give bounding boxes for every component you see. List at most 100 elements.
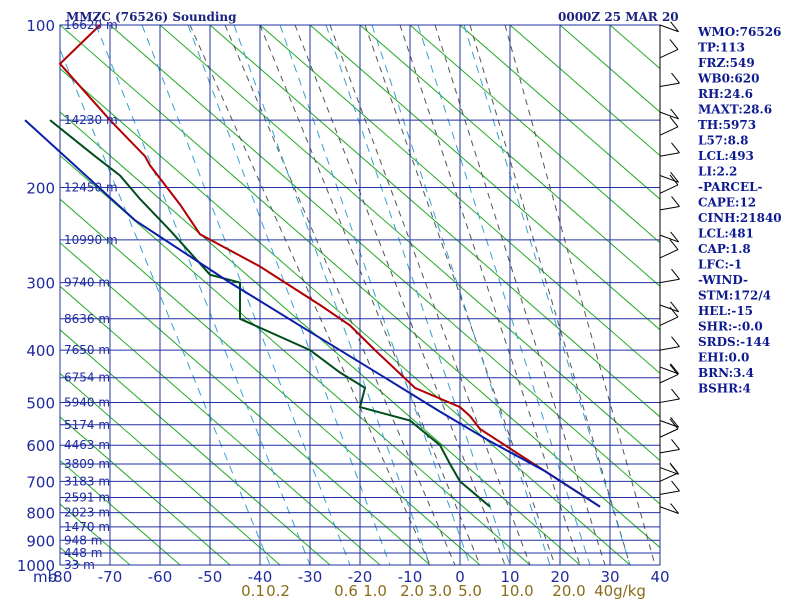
wind-barb-flag <box>671 388 680 400</box>
index-line: FRZ:549 <box>698 56 755 70</box>
height-label: 5940 m <box>64 395 110 409</box>
mixing-ratio-line <box>233 25 431 565</box>
moist-adiabat-line <box>329 25 531 565</box>
wind-barb-staff <box>659 126 679 136</box>
index-line: WMO:76526 <box>697 25 781 39</box>
moist-adiabat-line <box>259 25 481 565</box>
mixing-ratio-label: 2.0 <box>400 582 424 600</box>
wind-barb-flag <box>671 72 680 84</box>
wind-barb-flag <box>669 462 679 474</box>
mixing-ratio-label: 0.2 <box>266 582 290 600</box>
y-tick-label: 1000 <box>17 557 55 575</box>
dry-adiabat-line <box>60 329 331 565</box>
moist-adiabat-line <box>224 25 456 565</box>
wind-barb-staff <box>659 205 680 211</box>
dry-adiabat-line <box>109 25 660 505</box>
height-label: 8636 m <box>64 312 110 326</box>
mixing-ratio-line <box>325 25 511 565</box>
wind-barb-staff <box>659 490 680 495</box>
text-layer: MMZC (76526) Sounding 0000Z 25 MAR 20 mb… <box>17 10 679 600</box>
wind-barb-staff <box>659 48 679 59</box>
index-line: TP:113 <box>698 41 745 55</box>
index-line: BSHR:4 <box>698 382 751 396</box>
chart-time: 0000Z 25 MAR 20 <box>558 10 679 24</box>
dry-adiabat-line <box>60 67 631 565</box>
index-line: -PARCEL- <box>698 180 763 194</box>
wind-barb-flag <box>670 363 679 375</box>
mixing-ratio-line <box>371 25 551 565</box>
wind-barb-staff <box>659 346 680 351</box>
mixing-ratio-label: 20.0 <box>552 582 585 600</box>
wind-barb-staff <box>659 82 680 88</box>
x-tick-label: 30 <box>600 568 619 586</box>
y-tick-label: 500 <box>26 394 55 412</box>
moist-adiabat-line <box>504 25 656 565</box>
dry-adiabat-line <box>309 25 660 331</box>
mixing-ratio-line <box>279 25 471 565</box>
dry-adiabat-line <box>459 25 660 200</box>
dry-adiabat-line <box>359 25 660 287</box>
wind-barb-staff <box>659 506 679 514</box>
index-line: SRDS:-144 <box>698 335 770 349</box>
wind-barb-staff <box>659 234 679 243</box>
wind-barb-flag <box>671 142 680 154</box>
y-tick-label: 900 <box>26 532 55 550</box>
wind-barb-staff <box>659 249 679 259</box>
index-line: BRN:3.4 <box>698 366 754 380</box>
x-tick-label: -20 <box>348 568 373 586</box>
profile-line-2 <box>24 119 601 508</box>
wind-barb-flag <box>671 439 680 450</box>
mixing-ratio-label: 3.0 <box>428 582 452 600</box>
index-line: SHR:-:0.0 <box>698 320 763 334</box>
x-tick-label: -40 <box>248 568 273 586</box>
index-line: STM:172/4 <box>698 289 771 303</box>
height-label: 16620 m <box>64 18 118 32</box>
x-tick-label: -30 <box>298 568 323 586</box>
dry-adiabat-line <box>60 242 431 565</box>
x-tick-label: 10 <box>500 568 519 586</box>
dry-adiabat-line <box>509 25 660 157</box>
index-line: HEL:-15 <box>698 304 753 318</box>
grid-layer <box>59 24 661 566</box>
wind-barb-flag <box>669 174 679 186</box>
height-label: 14230 m <box>64 113 118 127</box>
height-label: 6754 m <box>64 371 110 385</box>
x-tick-label: -50 <box>198 568 223 586</box>
wind-barb-staff <box>659 278 680 284</box>
wind-barb-staff <box>659 448 680 454</box>
moist-adiabat-line <box>294 25 506 565</box>
wind-barb-flag <box>669 364 679 375</box>
wind-barbs <box>659 21 680 514</box>
height-label: 2591 m <box>64 491 110 505</box>
y-tick-label: 700 <box>26 473 55 491</box>
y-tick-label: 800 <box>26 505 55 523</box>
height-label: 7650 m <box>64 343 110 357</box>
mixing-ratio-label: 40g/kg <box>594 582 646 600</box>
mixing-ratio-label: 0.1 <box>241 582 265 600</box>
wind-barb-flag <box>670 21 679 33</box>
index-line: CAPE:12 <box>698 196 756 210</box>
moist-adiabat-line <box>469 25 631 565</box>
y-tick-label: 600 <box>26 437 55 455</box>
x-tick-label: 0 <box>455 568 465 586</box>
wind-barb-staff <box>659 398 680 403</box>
wind-barb-flag <box>670 301 679 313</box>
y-tick-label: 400 <box>26 342 55 360</box>
mixing-ratio-line <box>187 25 391 565</box>
wind-barb-flag <box>670 171 679 183</box>
index-line: L57:8.8 <box>698 134 748 148</box>
height-label: 3809 m <box>64 457 110 471</box>
wind-barb-staff <box>659 316 679 326</box>
wind-barb-staff <box>659 467 679 475</box>
index-line: MAXT:28.6 <box>698 103 772 117</box>
wind-barb-flag <box>669 239 679 250</box>
height-label: 5174 m <box>64 418 110 432</box>
mixing-ratio-label: 0.6 <box>334 582 358 600</box>
wind-barb-staff <box>659 152 680 157</box>
index-line: LCL:493 <box>698 149 754 163</box>
height-label: 33 m <box>64 558 95 572</box>
x-tick-label: -60 <box>148 568 173 586</box>
index-line: RH:24.6 <box>698 87 753 101</box>
dry-adiabat-line <box>60 372 281 565</box>
